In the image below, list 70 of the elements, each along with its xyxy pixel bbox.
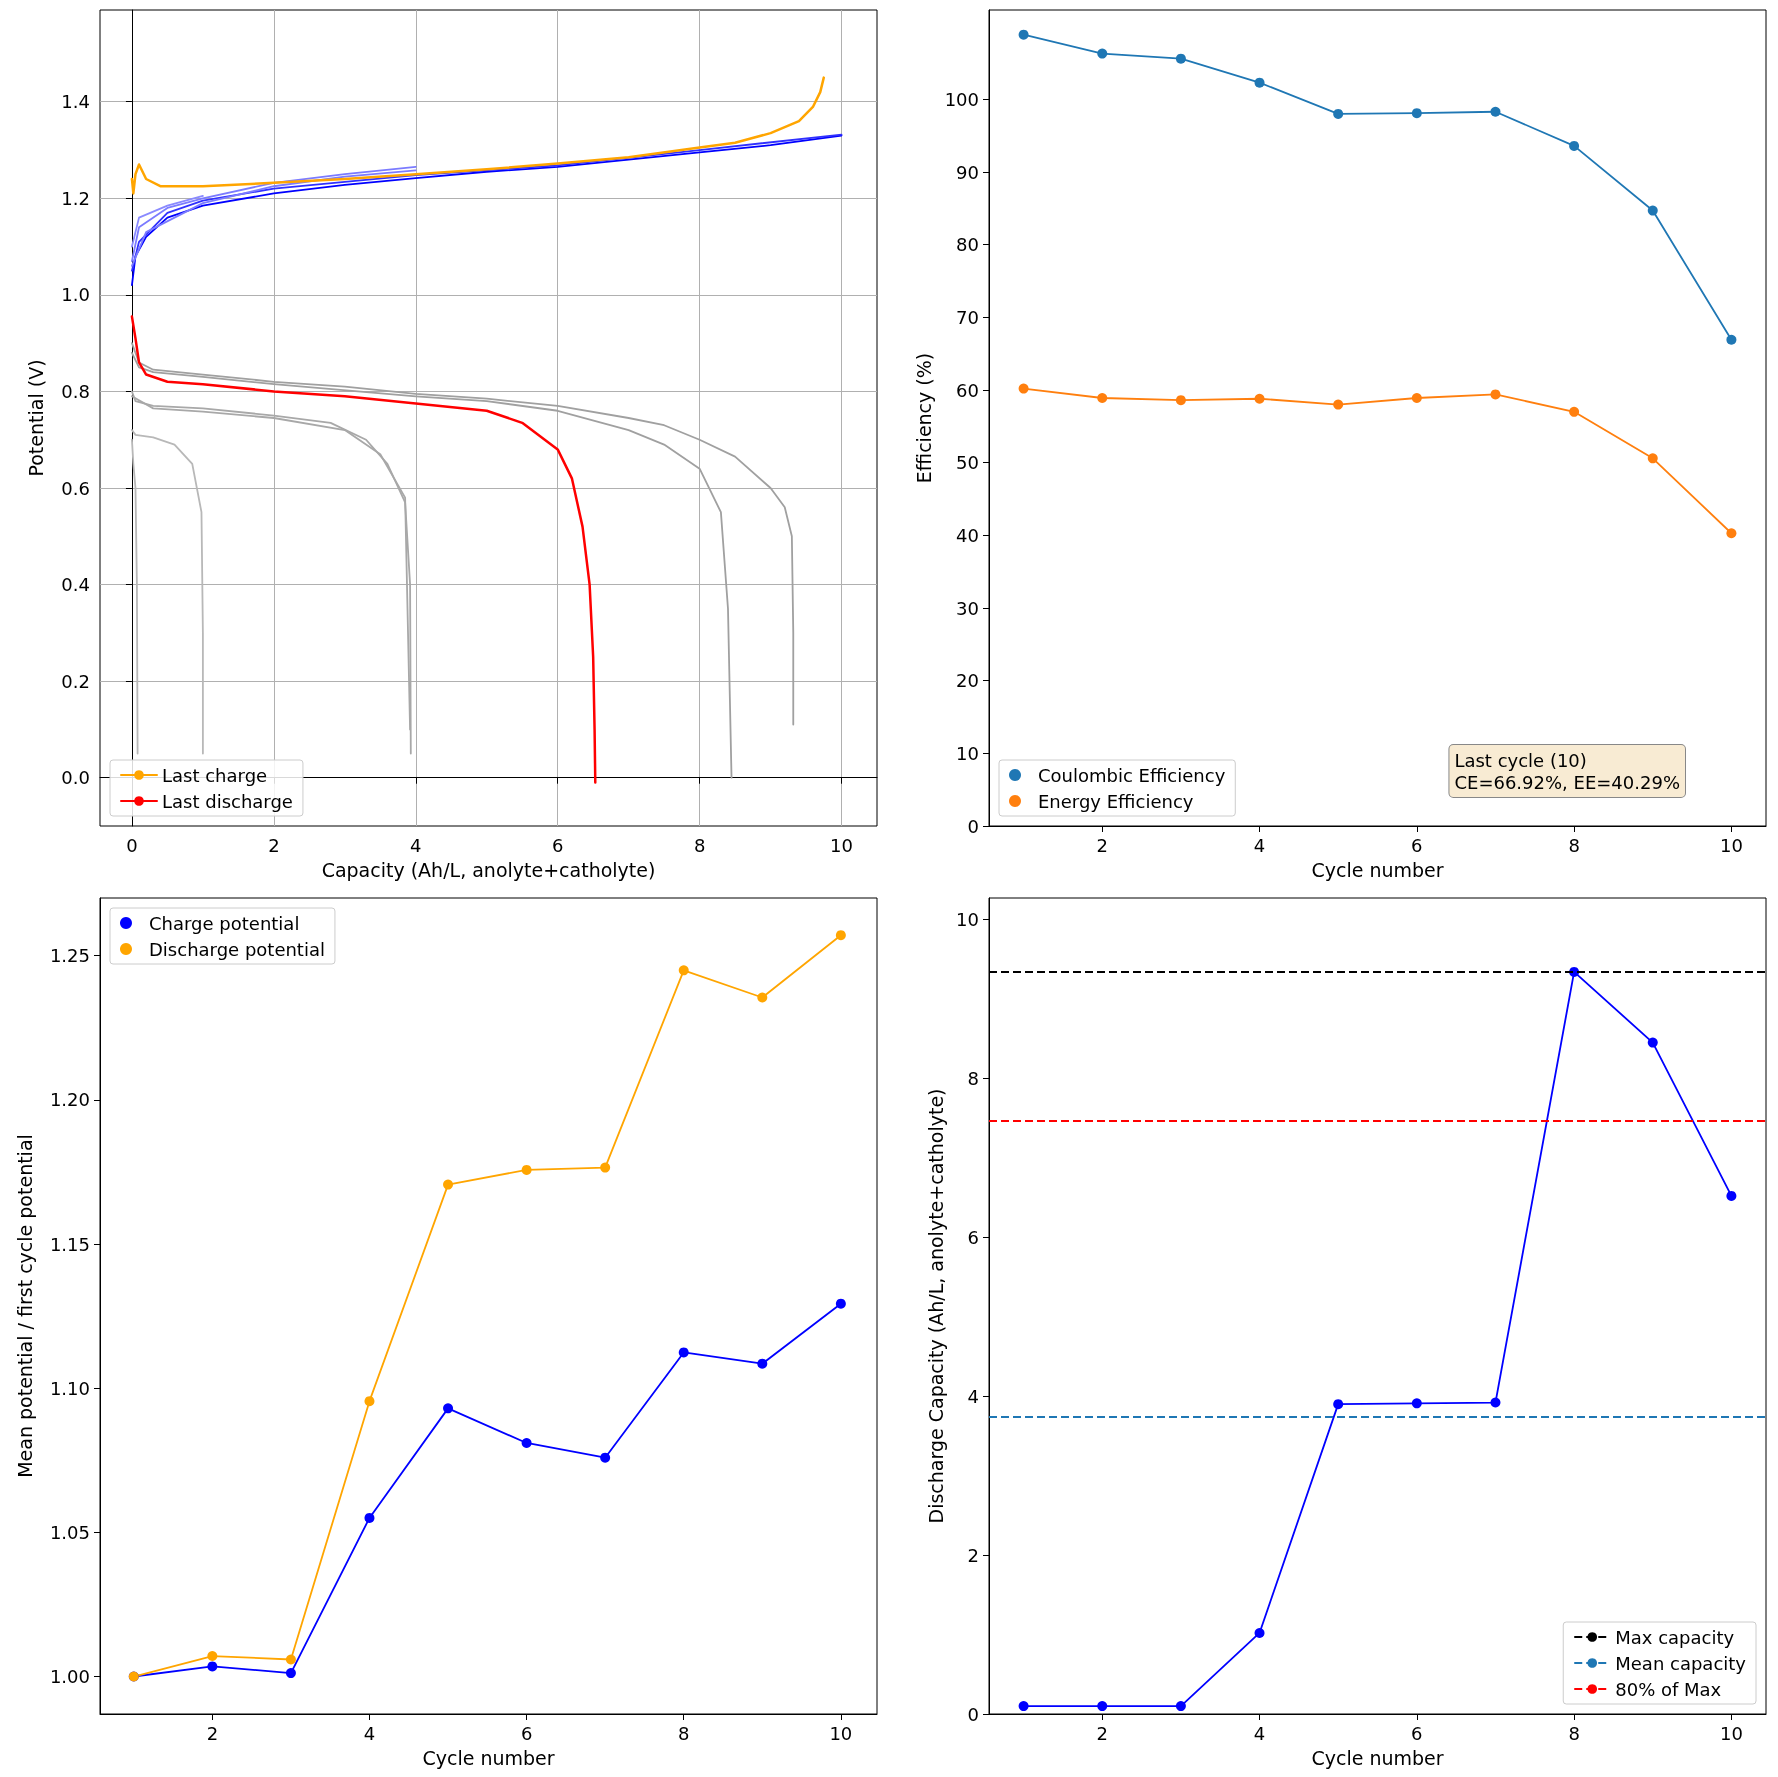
x-tick-label: 10 bbox=[1719, 834, 1743, 856]
x-axis-title: Cycle number bbox=[1311, 1746, 1444, 1769]
legend-label: Last charge bbox=[162, 764, 268, 786]
y-tick-label: 10 bbox=[956, 908, 979, 930]
y-tick-label: 0.2 bbox=[61, 670, 90, 692]
legend-label: Energy Efficiency bbox=[1038, 790, 1194, 812]
y-tick-label: 80 bbox=[956, 234, 979, 256]
x-tick-label: 10 bbox=[1719, 1722, 1743, 1744]
y-tick-label: 100 bbox=[944, 88, 979, 110]
y-tick-label: 1.2 bbox=[61, 187, 90, 209]
x-tick-label: 10 bbox=[830, 834, 853, 856]
y-tick-label: 30 bbox=[956, 597, 979, 619]
y-tick-label: 50 bbox=[956, 452, 979, 474]
y-tick-label: 0 bbox=[967, 1703, 979, 1725]
y-tick-label: 0.8 bbox=[61, 380, 90, 402]
y-tick-label: 70 bbox=[956, 306, 979, 328]
y-tick-label: 0 bbox=[967, 815, 979, 837]
legend-label: Coulombic Efficiency bbox=[1038, 764, 1226, 786]
y-tick-label: 1.20 bbox=[49, 1089, 90, 1111]
x-tick-label: 4 bbox=[1253, 834, 1266, 856]
x-tick-label: 6 bbox=[1411, 1722, 1423, 1744]
y-axis-title: Efficiency (%) bbox=[913, 352, 936, 484]
y-tick-label: 1.05 bbox=[49, 1521, 90, 1543]
y-tick-label: 90 bbox=[956, 161, 979, 183]
legend-label: Discharge potential bbox=[149, 938, 325, 960]
y-tick-label: 10 bbox=[956, 742, 979, 764]
x-tick-label: 8 bbox=[1568, 1722, 1580, 1744]
legend-label: Last discharge bbox=[162, 790, 293, 812]
y-tick-label: 8 bbox=[967, 1067, 979, 1089]
y-tick-label: 2 bbox=[967, 1544, 979, 1566]
x-tick-label: 8 bbox=[693, 834, 706, 856]
y-tick-label: 1.15 bbox=[49, 1233, 90, 1255]
x-tick-label: 4 bbox=[410, 834, 422, 856]
x-axis-title: Cycle number bbox=[422, 1746, 555, 1769]
y-tick-label: 1.10 bbox=[49, 1377, 90, 1399]
legend-label: Charge potential bbox=[149, 912, 300, 934]
x-axis-title: Cycle number bbox=[1311, 858, 1444, 881]
y-axis-title: Mean potential / first cycle potential bbox=[13, 1134, 36, 1478]
x-tick-label: 6 bbox=[551, 834, 564, 856]
x-tick-label: 4 bbox=[1253, 1722, 1266, 1744]
y-tick-label: 1.25 bbox=[49, 945, 90, 967]
y-tick-label: 0.6 bbox=[61, 477, 90, 499]
x-axis-title: Capacity (Ah/L, anolyte+catholyte) bbox=[321, 858, 656, 881]
x-tick-label: 8 bbox=[1568, 834, 1580, 856]
y-tick-label: 0.0 bbox=[61, 767, 90, 789]
annotation: Last cycle (10) CE=66.92%, EE=40.29% bbox=[1454, 749, 1680, 793]
x-tick-label: 6 bbox=[1411, 834, 1423, 856]
x-tick-label: 2 bbox=[206, 1722, 219, 1744]
y-axis-title: Discharge Capacity (Ah/L, anolyte+catholyte) bbox=[924, 1088, 947, 1524]
x-tick-label: 0 bbox=[126, 834, 138, 856]
x-tick-label: 8 bbox=[678, 1722, 690, 1744]
y-tick-label: 20 bbox=[956, 670, 979, 692]
y-tick-label: 40 bbox=[956, 524, 979, 546]
y-tick-label: 1.00 bbox=[49, 1666, 90, 1688]
x-tick-label: 2 bbox=[1096, 1722, 1108, 1744]
x-tick-label: 6 bbox=[520, 1722, 533, 1744]
legend-label: 80% of Max bbox=[1615, 1678, 1722, 1700]
x-tick-label: 2 bbox=[268, 834, 280, 856]
y-tick-label: 60 bbox=[956, 379, 979, 401]
x-tick-label: 10 bbox=[829, 1722, 853, 1744]
legend-label: Mean capacity bbox=[1615, 1652, 1747, 1674]
y-tick-label: 4 bbox=[967, 1385, 979, 1407]
y-tick-label: 1.0 bbox=[61, 284, 90, 306]
x-tick-label: 4 bbox=[363, 1722, 376, 1744]
y-tick-label: 6 bbox=[967, 1226, 979, 1248]
legend-label: Max capacity bbox=[1615, 1626, 1735, 1648]
y-tick-label: 0.4 bbox=[61, 574, 90, 596]
y-tick-label: 1.4 bbox=[61, 91, 90, 113]
y-axis-title: Potential (V) bbox=[24, 359, 47, 477]
x-tick-label: 2 bbox=[1096, 834, 1108, 856]
